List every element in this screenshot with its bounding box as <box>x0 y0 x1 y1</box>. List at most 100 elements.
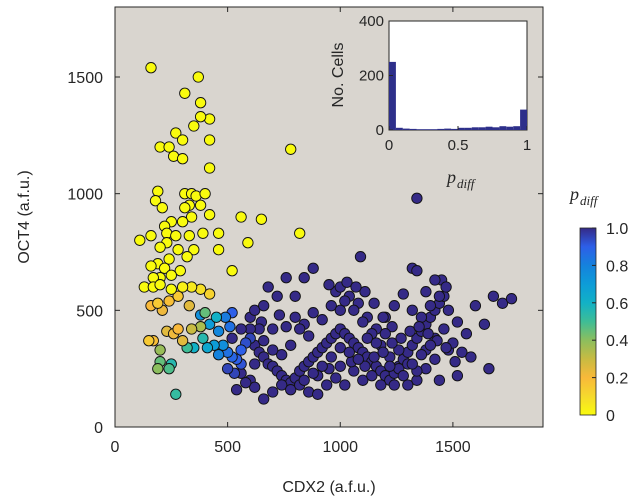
data-point <box>230 384 243 396</box>
data-point <box>145 62 157 74</box>
colorbar-gradient <box>579 227 597 416</box>
data-point <box>240 377 252 389</box>
data-point <box>321 379 333 391</box>
y-tick-label: 500 <box>76 303 103 320</box>
data-point <box>163 253 175 265</box>
data-point <box>267 323 279 335</box>
histogram-bar <box>437 128 445 130</box>
svg-text:pdiff: pdiff <box>568 184 600 208</box>
data-point <box>415 349 428 361</box>
data-point <box>354 251 367 263</box>
data-point <box>258 300 270 312</box>
data-point <box>145 230 157 242</box>
data-point <box>316 360 328 372</box>
data-point <box>406 304 418 316</box>
data-point <box>330 372 342 384</box>
colorbar-tick-label: 0.2 <box>606 371 628 388</box>
data-point <box>158 262 171 274</box>
data-point <box>163 141 175 153</box>
data-point <box>276 379 288 391</box>
data-point <box>361 332 373 344</box>
data-point <box>429 274 441 286</box>
histogram-bar <box>430 129 438 130</box>
data-point <box>460 328 473 340</box>
inset-y-axis-label: No. Cells <box>330 43 347 108</box>
data-point <box>203 288 216 300</box>
data-point <box>212 244 225 256</box>
y-tick-label: 1000 <box>67 187 103 204</box>
data-point <box>433 374 446 386</box>
data-point <box>249 358 261 370</box>
data-point <box>483 363 495 375</box>
data-point <box>210 311 223 323</box>
inset-plot-area <box>388 20 528 131</box>
histogram-bar <box>513 126 521 130</box>
x-axis-ticks: 0 500 1000 1500 <box>111 7 471 456</box>
data-point <box>442 304 455 316</box>
data-point <box>199 188 211 200</box>
data-point <box>375 379 387 391</box>
data-point <box>212 227 225 239</box>
data-point <box>154 344 166 356</box>
histogram-bar <box>464 127 472 130</box>
data-point <box>298 374 310 386</box>
data-point <box>197 332 209 344</box>
data-point <box>456 346 468 358</box>
data-point <box>325 351 337 363</box>
colorbar-ticks: 0 0.2 0.4 0.6 0.8 1.0 <box>592 221 628 425</box>
data-point <box>368 297 380 309</box>
data-point <box>325 300 337 312</box>
data-point <box>496 297 509 309</box>
data-point <box>415 311 428 323</box>
data-point <box>172 244 184 256</box>
data-point <box>366 370 378 382</box>
data-point <box>451 316 464 328</box>
colorbar-tick-label: 0.6 <box>606 296 628 313</box>
data-point <box>154 279 166 291</box>
data-point <box>165 283 177 295</box>
data-point <box>350 281 362 293</box>
data-point <box>199 307 211 319</box>
data-point <box>285 384 297 396</box>
data-point <box>192 71 204 83</box>
data-point <box>185 211 198 223</box>
data-point <box>465 351 477 363</box>
data-point <box>176 216 189 228</box>
histogram-bar <box>520 109 527 130</box>
data-point <box>280 321 292 333</box>
data-point <box>397 370 409 382</box>
histogram-bar <box>471 127 479 130</box>
data-point <box>413 321 425 333</box>
data-point <box>411 265 423 277</box>
data-point <box>179 202 191 214</box>
data-point <box>258 393 270 405</box>
histogram-bar <box>402 128 410 130</box>
data-point <box>134 234 146 246</box>
inset-x-ticks: 0 0.5 1 <box>385 126 531 154</box>
data-point <box>170 230 182 242</box>
data-point <box>267 386 279 398</box>
histogram-bar <box>416 129 424 130</box>
data-point <box>289 311 301 323</box>
data-point <box>294 323 306 335</box>
histogram-bar <box>492 127 500 130</box>
data-point <box>176 281 189 293</box>
data-point <box>152 363 164 375</box>
data-point <box>393 344 405 356</box>
data-point <box>176 153 189 165</box>
colorbar: 0 0.2 0.4 0.6 0.8 1.0 pdiff <box>568 184 628 425</box>
histogram-bar <box>423 129 431 130</box>
data-point <box>267 344 279 356</box>
data-point <box>174 265 186 277</box>
histogram-bar <box>389 61 396 130</box>
data-point <box>285 339 297 351</box>
histogram-bar <box>485 126 493 130</box>
data-point <box>386 321 398 333</box>
data-point <box>298 272 310 284</box>
data-point <box>156 202 168 214</box>
inset-x-axis-label: pdiff <box>445 167 477 191</box>
data-point <box>386 337 398 349</box>
data-point <box>402 379 414 391</box>
data-point <box>212 349 225 361</box>
